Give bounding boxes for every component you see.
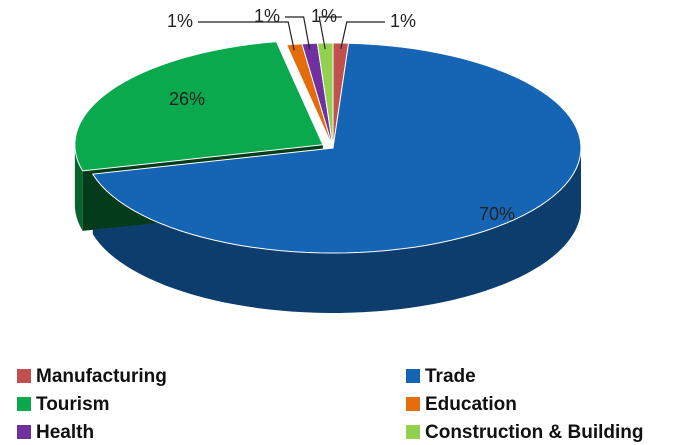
slice	[285, 43, 334, 149]
legend-swatch	[406, 397, 420, 411]
data-label: 1%	[390, 11, 416, 31]
legend-label: Manufacturing	[36, 366, 167, 387]
data-label: 1%	[167, 11, 193, 31]
slice	[74, 41, 324, 172]
data-label: 26%	[169, 89, 205, 109]
legend-label: Health	[36, 422, 94, 443]
legend-swatch	[17, 369, 31, 383]
data-label: 1%	[254, 6, 280, 26]
legend-label: Tourism	[36, 394, 110, 415]
legend-swatch	[406, 369, 420, 383]
leader-line	[318, 16, 342, 50]
leader-line	[340, 21, 385, 50]
data-label: 1%	[311, 6, 337, 26]
data-label: 70%	[479, 204, 515, 224]
slice-side	[92, 148, 581, 313]
legend-swatch	[17, 397, 31, 411]
leader-line	[198, 21, 295, 51]
legend-swatch	[17, 425, 31, 439]
legend-swatch	[406, 425, 420, 439]
slice	[316, 42, 334, 149]
legend-label: Trade	[425, 366, 476, 387]
slice	[91, 42, 582, 254]
legend-label: Construction & Building	[425, 422, 643, 443]
slice-side	[74, 144, 83, 231]
legend-label: Education	[425, 394, 517, 415]
slice	[301, 42, 334, 149]
leader-line	[285, 16, 311, 50]
